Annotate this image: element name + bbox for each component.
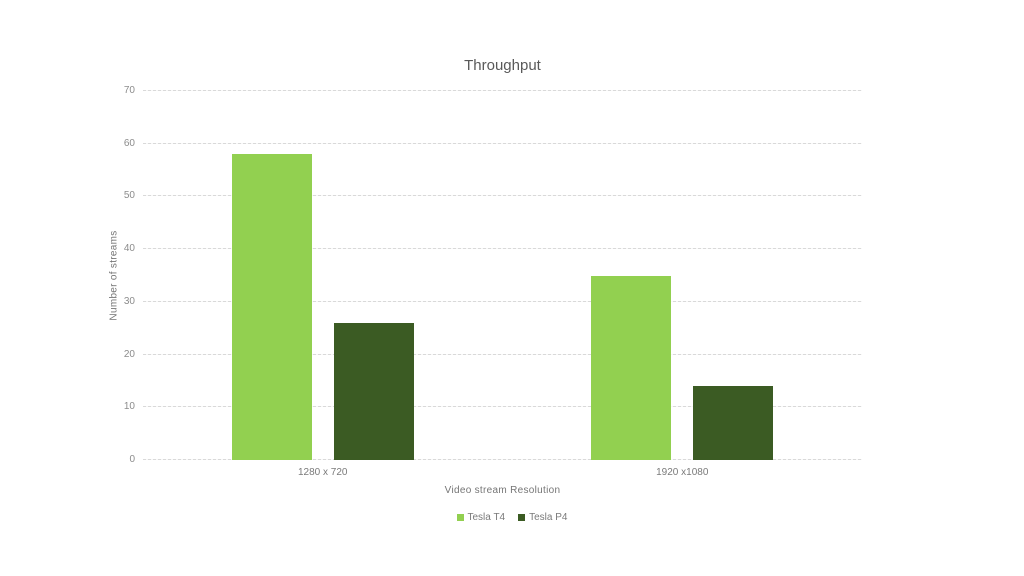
gridline: [143, 142, 862, 144]
gridline: [143, 195, 862, 197]
gridline: [143, 353, 862, 355]
legend: Tesla T4 Tesla P4: [0, 512, 1024, 523]
x-category-label: 1280 x 720: [298, 467, 348, 478]
x-axis-title: Video stream Resolution: [444, 485, 561, 496]
bar-tesla-p4-1920x1080: [693, 386, 774, 460]
y-tick-label: 70: [123, 85, 135, 96]
bar-tesla-p4-1280x720: [333, 322, 414, 460]
y-tick-label: 40: [123, 243, 135, 255]
y-tick-label: 30: [123, 295, 135, 307]
gridline: [143, 459, 862, 460]
plot-area: [143, 90, 862, 460]
gridline: [143, 300, 862, 302]
bar-tesla-t4-1280x720: [231, 154, 312, 460]
y-tick-label: 0: [129, 454, 135, 465]
legend-swatch-icon: [518, 514, 526, 521]
y-tick-label: 60: [123, 137, 135, 149]
legend-label: Tesla P4: [529, 512, 568, 523]
legend-label: Tesla T4: [467, 512, 506, 523]
y-tick-label: 50: [123, 190, 135, 202]
bar-tesla-t4-1920x1080: [591, 275, 672, 460]
x-category-label: 1920 x1080: [656, 467, 709, 478]
y-tick-label: 20: [123, 348, 135, 360]
legend-swatch-icon: [456, 514, 464, 521]
legend-item-tesla-p4: Tesla P4: [518, 512, 567, 523]
gridline: [143, 406, 862, 408]
y-tick-label: 10: [123, 401, 135, 413]
gridline: [143, 90, 862, 91]
gridline: [143, 248, 862, 250]
legend-item-tesla-t4: Tesla T4: [456, 512, 506, 523]
chart-title: Throughput: [464, 57, 541, 74]
